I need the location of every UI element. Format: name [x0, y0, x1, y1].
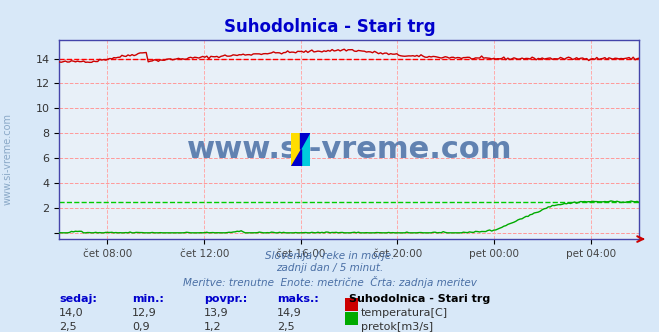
Text: pretok[m3/s]: pretok[m3/s]: [361, 322, 433, 332]
Text: 14,9: 14,9: [277, 308, 302, 318]
Text: Suhodolnica - Stari trg: Suhodolnica - Stari trg: [349, 294, 490, 304]
Text: www.si-vreme.com: www.si-vreme.com: [186, 135, 512, 164]
Text: 14,0: 14,0: [59, 308, 84, 318]
Text: zadnji dan / 5 minut.: zadnji dan / 5 minut.: [276, 263, 383, 273]
Text: www.si-vreme.com: www.si-vreme.com: [3, 113, 13, 206]
Text: 1,2: 1,2: [204, 322, 222, 332]
Polygon shape: [301, 133, 310, 149]
Text: povpr.:: povpr.:: [204, 294, 248, 304]
Text: 2,5: 2,5: [59, 322, 77, 332]
Text: 13,9: 13,9: [204, 308, 229, 318]
Text: Meritve: trenutne  Enote: metrične  Črta: zadnja meritev: Meritve: trenutne Enote: metrične Črta: …: [183, 276, 476, 288]
Text: Slovenija / reke in morje.: Slovenija / reke in morje.: [265, 251, 394, 261]
Text: 12,9: 12,9: [132, 308, 157, 318]
Polygon shape: [291, 149, 301, 166]
Text: maks.:: maks.:: [277, 294, 318, 304]
Bar: [291, 133, 301, 166]
Text: sedaj:: sedaj:: [59, 294, 97, 304]
Text: Suhodolnica - Stari trg: Suhodolnica - Stari trg: [223, 18, 436, 36]
Text: 2,5: 2,5: [277, 322, 295, 332]
Text: temperatura[C]: temperatura[C]: [361, 308, 448, 318]
Bar: [301, 133, 310, 166]
Text: min.:: min.:: [132, 294, 163, 304]
Text: 0,9: 0,9: [132, 322, 150, 332]
